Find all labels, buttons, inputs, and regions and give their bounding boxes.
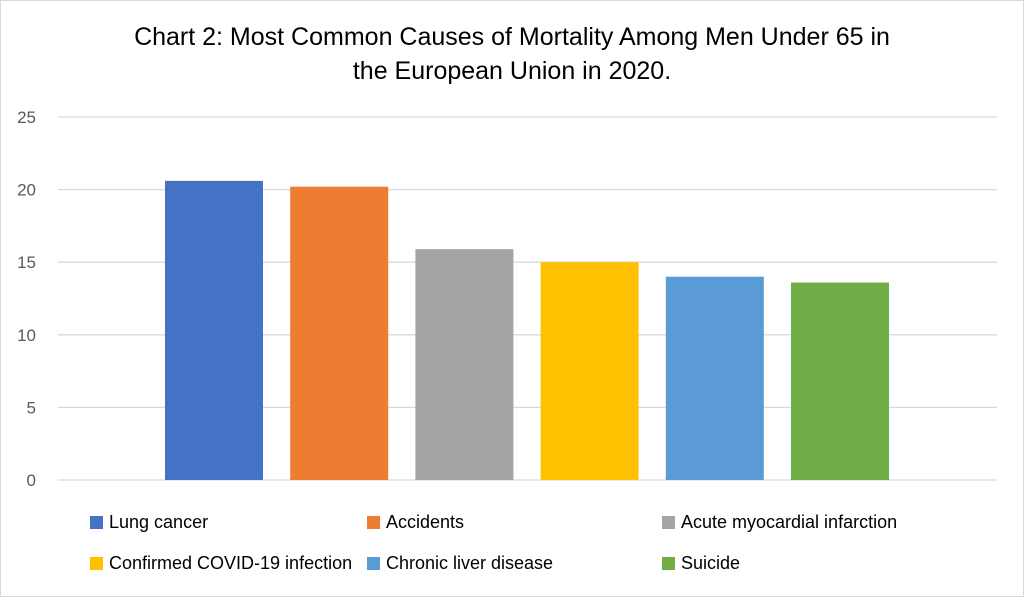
bar-suicide bbox=[791, 282, 889, 480]
y-tick-label: 10 bbox=[17, 326, 36, 345]
y-tick-label: 25 bbox=[17, 108, 36, 127]
legend-label: Chronic liver disease bbox=[386, 553, 554, 573]
y-tick-label: 5 bbox=[27, 398, 36, 417]
legend-label: Confirmed COVID-19 infection bbox=[109, 553, 353, 573]
bar-accidents bbox=[290, 186, 389, 481]
y-tick-label: 0 bbox=[27, 471, 36, 490]
legend-swatch bbox=[662, 516, 675, 529]
legend-label: Acute myocardial infarction bbox=[681, 512, 898, 532]
legend-label: Lung cancer bbox=[109, 512, 209, 532]
bar-lung-cancer bbox=[165, 180, 263, 480]
legend-item: Suicide bbox=[662, 553, 740, 574]
chart-title-line-2: the European Union in 2020. bbox=[352, 57, 672, 85]
bar-chronic-liver-disease bbox=[665, 276, 764, 480]
legend-swatch bbox=[662, 557, 675, 570]
legend-item: Accidents bbox=[367, 512, 464, 533]
legend-item: Lung cancer bbox=[90, 512, 208, 533]
legend-swatch bbox=[90, 557, 103, 570]
legend-swatch bbox=[90, 516, 103, 529]
bar-confirmed-covid-19-infection bbox=[540, 262, 639, 480]
chart-title-line-1: Chart 2: Most Common Causes of Mortality… bbox=[134, 23, 890, 51]
y-tick-label: 15 bbox=[17, 253, 36, 272]
bar-acute-myocardial-infarction bbox=[415, 249, 514, 480]
legend-item: Chronic liver disease bbox=[367, 553, 553, 574]
legend-item: Confirmed COVID-19 infection bbox=[90, 553, 352, 574]
legend-swatch bbox=[367, 516, 380, 529]
legend-item: Acute myocardial infarction bbox=[662, 512, 897, 533]
legend-swatch bbox=[367, 557, 380, 570]
legend-label: Suicide bbox=[681, 553, 741, 573]
y-tick-label: 20 bbox=[17, 181, 36, 200]
legend-label: Accidents bbox=[386, 512, 465, 532]
